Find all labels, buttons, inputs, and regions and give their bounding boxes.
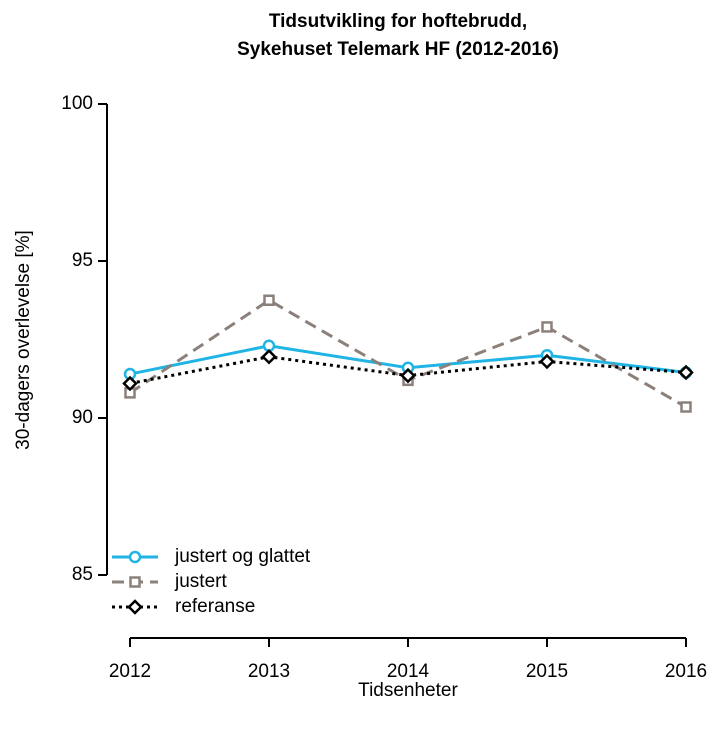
data-point <box>261 349 277 365</box>
data-point <box>678 364 694 381</box>
legend-label: justert og glattet <box>174 546 311 567</box>
y-tick-label: 100 <box>61 93 93 114</box>
y-tick-label: 95 <box>72 250 93 271</box>
legend-marker <box>127 599 143 615</box>
data-point <box>263 294 275 306</box>
x-tick-label: 2015 <box>526 661 568 682</box>
x-tick-label: 2016 <box>665 661 707 682</box>
data-point <box>539 353 555 370</box>
data-point <box>680 401 692 413</box>
y-tick-label: 90 <box>72 407 93 428</box>
y-tick-label: 85 <box>72 564 93 585</box>
legend-label: referanse <box>175 596 255 617</box>
data-point <box>541 321 553 333</box>
data-point <box>122 375 138 392</box>
data-point <box>400 367 416 384</box>
x-tick-label: 2013 <box>248 661 290 682</box>
y-axis-label: 30-dagers overlevelse [%] <box>13 230 34 450</box>
legend-marker <box>128 550 142 564</box>
x-axis-label: Tidsenheter <box>358 680 458 701</box>
legend-marker <box>129 576 141 588</box>
chart-title: Sykehuset Telemark HF (2012-2016) <box>237 39 559 60</box>
series-line <box>129 298 687 409</box>
x-tick-label: 2014 <box>387 661 430 682</box>
chart-title: Tidsutvikling for hoftebrudd, <box>269 11 527 32</box>
legend-label: justert <box>174 571 227 592</box>
x-tick-label: 2012 <box>109 661 151 682</box>
